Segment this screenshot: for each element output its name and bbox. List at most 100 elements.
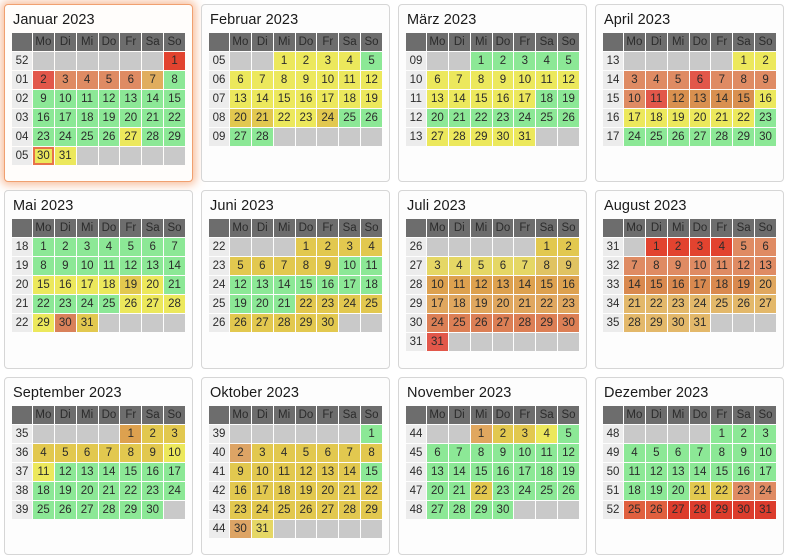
day-cell[interactable]: 7 [98,443,120,462]
day-cell[interactable]: 24 [514,109,536,127]
day-cell[interactable]: 12 [558,71,579,89]
day-cell[interactable]: 24 [755,481,776,500]
month-card-4[interactable]: April 2023 Mo Di Mi Do Fr Sa So 13 1 2 14 3 4 5 6 7 8 9 15… [595,4,784,183]
day-cell[interactable]: 4 [448,257,470,276]
day-cell[interactable]: 20 [317,481,339,500]
day-cell[interactable]: 18 [624,481,645,500]
day-cell[interactable]: 18 [711,276,733,295]
day-cell[interactable]: 22 [120,481,142,500]
day-cell[interactable]: 31 [76,314,98,333]
day-cell[interactable]: 20 [76,481,98,500]
day-cell[interactable]: 31 [54,147,76,165]
day-cell[interactable]: 9 [755,71,776,89]
day-cell[interactable]: 13 [492,276,514,295]
day-cell[interactable]: 20 [427,481,448,500]
day-cell[interactable]: 29 [120,500,142,519]
day-cell[interactable]: 21 [251,109,273,127]
day-cell[interactable]: 1 [120,424,142,443]
day-cell[interactable]: 29 [733,128,755,146]
day-cell[interactable]: 14 [339,462,361,481]
day-cell[interactable]: 23 [317,295,339,314]
day-cell[interactable]: 5 [120,238,142,257]
day-cell[interactable]: 11 [624,462,645,481]
day-cell[interactable]: 7 [164,238,185,257]
day-cell[interactable]: 16 [733,462,755,481]
day-cell[interactable]: 11 [273,462,295,481]
day-cell[interactable]: 30 [733,500,755,519]
day-cell[interactable]: 6 [76,443,98,462]
day-cell[interactable]: 5 [558,52,579,70]
day-cell[interactable]: 22 [733,109,755,127]
day-cell[interactable]: 14 [624,276,645,295]
month-card-3[interactable]: März 2023 Mo Di Mi Do Fr Sa So 09 1 2 3 4 5 10 6 7 8 9 10 1… [398,4,587,183]
day-cell[interactable]: 9 [230,462,251,481]
day-cell[interactable]: 26 [558,481,579,500]
day-cell[interactable]: 31 [251,519,273,538]
day-cell[interactable]: 10 [624,90,645,108]
day-cell[interactable]: 15 [295,276,317,295]
day-cell[interactable]: 26 [645,500,667,519]
day-cell[interactable]: 23 [492,109,514,127]
day-cell[interactable]: 2 [230,443,251,462]
day-cell[interactable]: 2 [33,71,54,89]
day-cell[interactable]: 22 [470,109,492,127]
day-cell[interactable]: 25 [536,109,558,127]
day-cell[interactable]: 17 [624,109,645,127]
day-cell[interactable]: 4 [273,443,295,462]
day-cell[interactable]: 24 [689,295,711,314]
day-cell[interactable]: 18 [98,276,120,295]
day-cell[interactable]: 24 [427,314,448,333]
day-cell[interactable]: 27 [755,295,776,314]
day-cell[interactable]: 3 [339,238,361,257]
day-cell[interactable]: 23 [295,109,317,127]
day-cell[interactable]: 26 [98,128,120,146]
day-cell[interactable]: 3 [755,424,776,443]
day-cell[interactable]: 28 [624,314,645,333]
day-cell[interactable]: 6 [427,71,448,89]
day-cell[interactable]: 28 [251,128,273,146]
day-cell[interactable]: 27 [492,314,514,333]
day-cell[interactable]: 28 [448,500,470,519]
day-cell[interactable]: 23 [142,481,164,500]
day-cell[interactable]: 15 [361,462,382,481]
day-cell[interactable]: 7 [514,257,536,276]
day-cell[interactable]: 2 [317,238,339,257]
day-cell[interactable]: 28 [689,500,711,519]
day-cell[interactable]: 20 [251,295,273,314]
day-cell[interactable]: 27 [230,128,251,146]
day-cell[interactable]: 25 [448,314,470,333]
day-cell[interactable]: 14 [514,276,536,295]
day-cell[interactable]: 17 [76,276,98,295]
day-cell[interactable]: 26 [470,314,492,333]
day-cell[interactable]: 31 [427,333,448,352]
day-cell[interactable]: 22 [470,481,492,500]
day-cell[interactable]: 21 [624,295,645,314]
day-cell[interactable]: 4 [711,238,733,257]
day-cell[interactable]: 15 [164,90,185,108]
day-cell[interactable]: 1 [733,52,755,70]
day-cell[interactable]: 12 [98,90,120,108]
day-cell[interactable]: 24 [251,500,273,519]
day-cell[interactable]: 9 [492,71,514,89]
day-cell[interactable]: 10 [317,71,339,89]
day-cell[interactable]: 1 [645,238,667,257]
day-cell[interactable]: 3 [54,71,76,89]
day-cell[interactable]: 14 [98,462,120,481]
day-cell[interactable]: 24 [164,481,185,500]
day-cell[interactable]: 27 [667,500,689,519]
day-cell[interactable]: 24 [624,128,645,146]
day-cell[interactable]: 4 [536,424,558,443]
day-cell[interactable]: 8 [711,443,733,462]
day-cell[interactable]: 7 [273,257,295,276]
day-cell[interactable]: 14 [164,257,185,276]
day-cell[interactable]: 15 [273,90,295,108]
day-cell[interactable]: 29 [470,128,492,146]
day-cell[interactable]: 23 [54,295,76,314]
day-cell[interactable]: 19 [98,109,120,127]
day-cell[interactable]: 4 [339,52,361,70]
day-cell[interactable]: 2 [54,238,76,257]
day-cell[interactable]: 9 [33,90,54,108]
day-cell[interactable]: 4 [98,238,120,257]
day-cell[interactable]: 21 [98,481,120,500]
day-cell[interactable]: 2 [755,52,776,70]
